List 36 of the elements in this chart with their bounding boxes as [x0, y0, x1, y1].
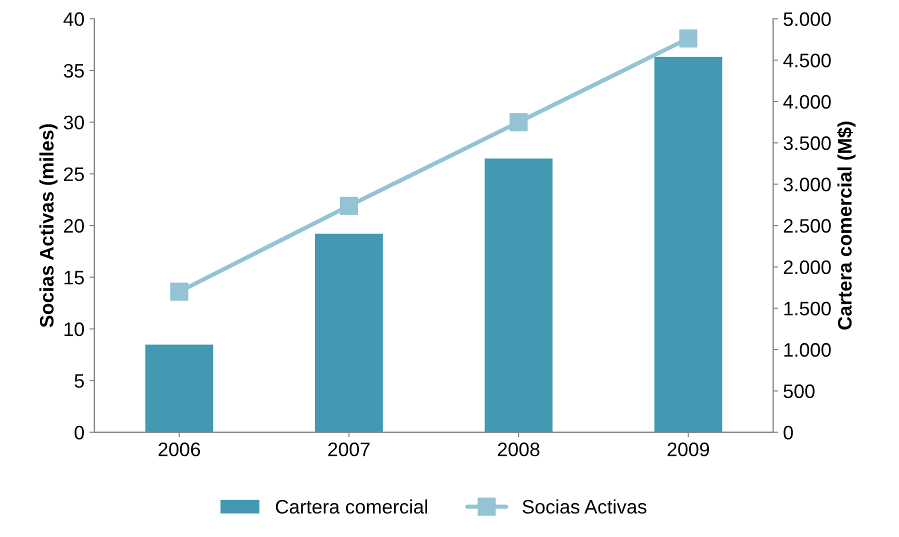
y2-tick-label: 0	[784, 426, 793, 440]
y-tick-label: 5	[74, 374, 84, 388]
y2-tick-label: 4.000	[783, 94, 831, 109]
y2-axis-title: Cartera comercial (M$)	[837, 122, 856, 330]
y-tick-label: 10	[64, 322, 84, 336]
y-tick-label: 0	[74, 426, 84, 440]
y-tick-label: 35	[64, 64, 84, 78]
y2-tick-label: 3.000	[784, 178, 831, 192]
y-tick-label: 25	[64, 167, 84, 182]
point	[679, 29, 698, 48]
x-tick-label: 2008	[498, 442, 540, 456]
x-tick-label: 2006	[158, 442, 200, 456]
bar	[314, 234, 383, 432]
x-tick-label: 2007	[328, 442, 370, 456]
point	[340, 196, 358, 215]
point	[170, 282, 188, 301]
y-tick-label: 15	[64, 270, 84, 284]
legend-label: Cartera comercial	[276, 499, 428, 514]
y2-tick-label: 3.500	[784, 136, 831, 150]
bar	[145, 344, 214, 432]
y2-tick-label: 1.500	[784, 302, 831, 316]
bar	[654, 56, 722, 432]
bar	[484, 158, 553, 432]
legend-label: Socias Activas	[522, 499, 646, 514]
y-tick-label: 20	[64, 219, 84, 233]
y2-tick-label: 4.500	[783, 54, 831, 68]
y2-tick-label: 1.000	[784, 343, 831, 357]
y-tick-label: 40	[63, 12, 84, 26]
point	[510, 113, 528, 132]
x-tick-label: 2009	[668, 442, 710, 456]
y2-tick-label: 2.000	[784, 260, 831, 274]
y-axis-title: Socias Activas (miles)	[39, 124, 58, 328]
y-tick-label: 30	[64, 116, 84, 130]
y2-tick-label: 500	[784, 384, 815, 398]
y2-tick-label: 5.000	[784, 12, 831, 26]
y2-tick-label: 2.500	[784, 219, 831, 233]
